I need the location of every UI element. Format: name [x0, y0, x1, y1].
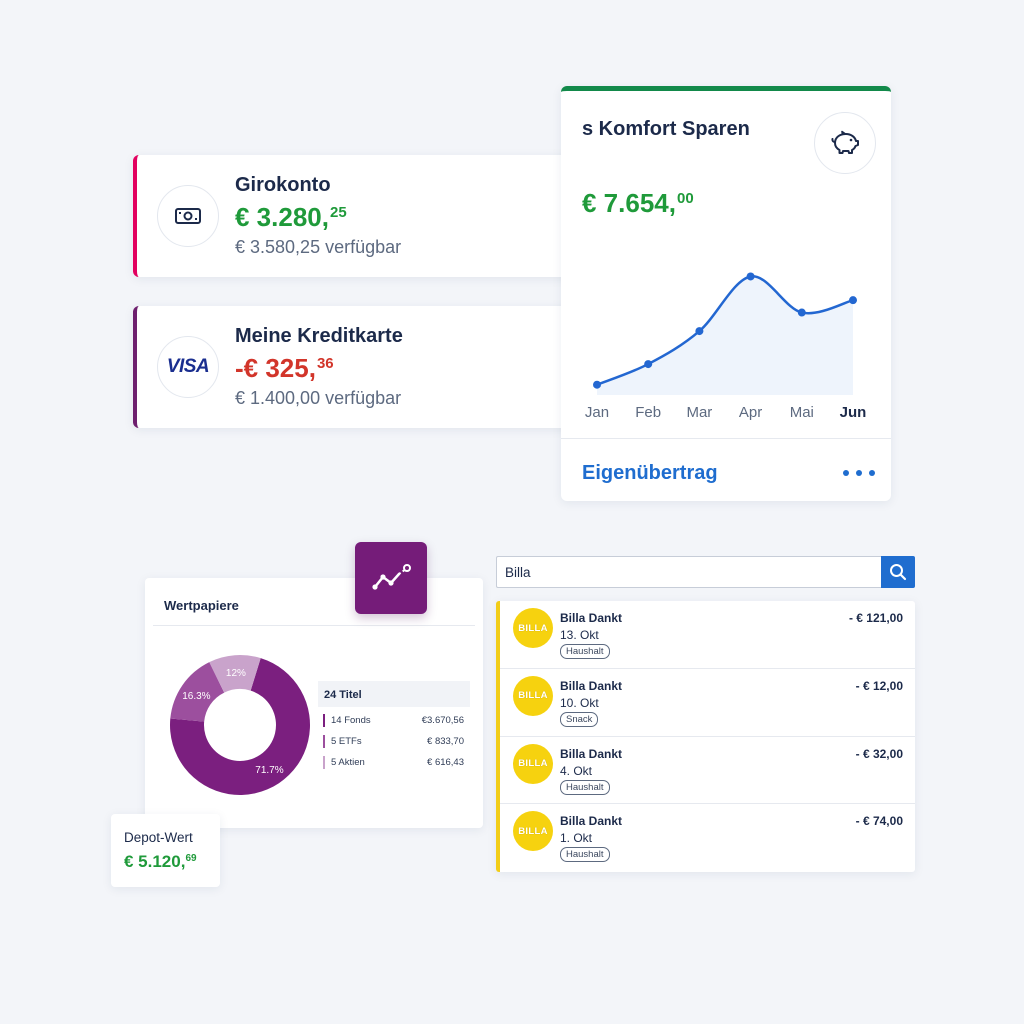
transaction-merchant: Billa Dankt — [560, 746, 623, 761]
x-tick-label: Jan — [585, 404, 609, 421]
savings-area-fill — [597, 276, 853, 395]
depot-value-label: Depot-Wert — [124, 830, 193, 845]
donut-slice[interactable] — [209, 655, 261, 693]
search-button[interactable] — [881, 556, 915, 588]
billa-logo: BILLA — [513, 675, 553, 716]
x-tick-label: Jun — [840, 404, 867, 421]
account-name: Girokonto — [235, 174, 331, 196]
account-name: Meine Kreditkarte — [235, 325, 403, 347]
billa-logo: BILLA — [513, 811, 553, 852]
data-point-jun[interactable] — [849, 296, 857, 305]
data-point-apr[interactable] — [746, 272, 755, 281]
account-card-girokonto[interactable]: Girokonto € 3.280,25 € 3.580,25 verfügba… — [133, 155, 573, 277]
holding-label: 5 ETFs — [331, 736, 362, 747]
transaction-row[interactable]: BILLA Billa Dankt 1. Okt Haushalt - € 74,00 — [500, 804, 915, 872]
transaction-category-tag[interactable]: Haushalt — [560, 644, 610, 659]
more-dots-icon[interactable] — [843, 461, 875, 485]
savings-balance: € 7.654,00 — [582, 188, 694, 218]
data-point-mar[interactable] — [695, 327, 704, 336]
transaction-amount: - € 74,00 — [855, 814, 903, 829]
holding-row[interactable]: 14 Fonds €3.670,56 — [318, 710, 470, 731]
holding-color-marker — [323, 735, 325, 748]
depot-value-card: Depot-Wert € 5.120,69 — [111, 814, 220, 887]
account-card-kreditkarte[interactable]: VISA Meine Kreditkarte -€ 325,36 € 1.400… — [133, 306, 573, 428]
piggy-bank-icon — [814, 112, 876, 174]
transaction-merchant: Billa Dankt — [560, 611, 623, 625]
account-balance: -€ 325,36 — [235, 353, 334, 383]
data-point-mai[interactable] — [797, 308, 806, 317]
holding-color-marker — [323, 714, 325, 727]
transaction-amount: - € 32,00 — [855, 746, 903, 761]
donut-slice-label: 16.3% — [182, 691, 210, 702]
transaction-row[interactable]: BILLA Billa Dankt 10. Okt Snack - € 12,00 — [500, 669, 915, 737]
x-tick-label: Mar — [686, 404, 712, 421]
transaction-date: 1. Okt — [560, 831, 593, 846]
own-transfer-link[interactable]: Eigenübertrag — [582, 462, 718, 484]
divider — [153, 625, 475, 626]
transaction-row[interactable]: BILLA Billa Dankt 13. Okt Haushalt - € 121,0… — [500, 601, 915, 669]
visa-logo: VISA — [157, 336, 219, 398]
account-balance: € 3.280,25 — [235, 202, 347, 232]
x-tick-label: Mai — [790, 404, 814, 421]
savings-line-chart: Jan Feb Mar Apr Mai Jun — [585, 272, 867, 421]
transaction-category-tag[interactable]: Haushalt — [560, 779, 610, 795]
depot-value-amount: € 5.120,69 — [124, 852, 197, 871]
transaction-merchant: Billa Dankt — [560, 814, 623, 829]
holding-value: € 616,43 — [427, 757, 464, 768]
holdings-table: 24 Titel 14 Fonds €3.670,56 5 ETFs € 833,70… — [318, 681, 470, 773]
billa-logo: BILLA — [513, 608, 553, 648]
savings-card[interactable]: s Komfort Sparen € 7.654,00 Jan Feb Mar Apr… — [561, 86, 891, 501]
transaction-date: 13. Okt — [560, 628, 599, 642]
account-available: € 1.400,00 verfügbar — [235, 388, 402, 408]
transaction-search — [496, 556, 915, 588]
portfolio-donut-chart: 71.7% 16.3% 12% — [170, 655, 310, 795]
account-available: € 3.580,25 verfügbar — [235, 237, 402, 257]
donut-slice-label: 71.7% — [255, 765, 283, 776]
holding-value: €3.670,56 — [421, 715, 464, 726]
transaction-list: BILLA Billa Dankt 13. Okt Haushalt - € 121,0… — [496, 601, 915, 872]
holding-value: € 833,70 — [427, 736, 464, 747]
divider — [561, 438, 891, 439]
transaction-date: 4. Okt — [560, 763, 593, 778]
holding-row[interactable]: 5 ETFs € 833,70 — [318, 731, 470, 752]
savings-title: s Komfort Sparen — [582, 118, 750, 140]
portfolio-card[interactable]: Wertpapiere 71.7% 16.3% 12% 24 Titel 14 Fo… — [145, 578, 483, 828]
donut-slice-label: 12% — [226, 668, 246, 679]
holding-label: 5 Aktien — [331, 757, 365, 768]
holdings-header: 24 Titel — [318, 681, 470, 707]
transaction-category-tag[interactable]: Snack — [560, 711, 599, 727]
donut-slice[interactable] — [170, 658, 310, 795]
transaction-amount: - € 121,00 — [848, 611, 903, 625]
transaction-row[interactable]: BILLA Billa Dankt 4. Okt Haushalt - € 32,00 — [500, 737, 915, 805]
holding-color-marker — [323, 756, 325, 769]
x-tick-label: Feb — [635, 404, 661, 421]
transaction-date: 10. Okt — [560, 695, 599, 710]
trend-line-icon[interactable] — [355, 542, 427, 614]
portfolio-title: Wertpapiere — [164, 598, 239, 613]
search-input[interactable] — [496, 556, 881, 588]
search-icon — [890, 564, 907, 581]
donut-slice[interactable] — [170, 662, 225, 722]
transaction-amount: - € 12,00 — [855, 678, 903, 693]
transaction-merchant: Billa Dankt — [560, 678, 623, 693]
transaction-category-tag[interactable]: Haushalt — [560, 847, 610, 863]
visa-logo-text: VISA — [166, 356, 210, 377]
holding-label: 14 Fonds — [331, 715, 371, 726]
data-point-feb[interactable] — [644, 360, 653, 369]
billa-logo: BILLA — [513, 743, 553, 784]
banknote-icon — [157, 185, 219, 247]
holding-row[interactable]: 5 Aktien € 616,43 — [318, 752, 470, 773]
data-point-jan[interactable] — [593, 380, 601, 389]
x-tick-label: Apr — [739, 404, 762, 421]
